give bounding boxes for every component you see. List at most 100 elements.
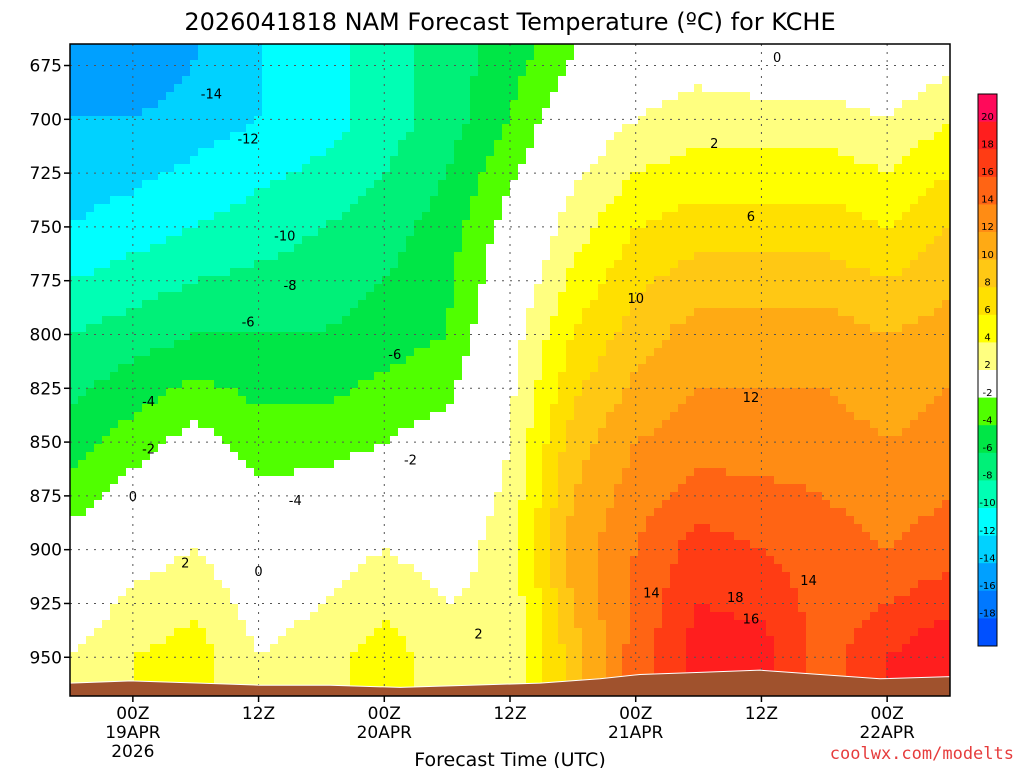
temperature-cell — [142, 196, 151, 205]
temperature-cell — [654, 164, 663, 173]
temperature-cell — [790, 148, 799, 157]
temperature-cell — [238, 188, 247, 197]
temperature-cell — [126, 356, 135, 365]
temperature-cell — [246, 84, 255, 93]
temperature-cell — [102, 132, 111, 141]
temperature-cell — [742, 124, 751, 133]
temperature-cell — [710, 180, 719, 189]
temperature-cell — [374, 140, 383, 149]
temperature-cell — [678, 100, 687, 109]
temperature-cell — [174, 196, 183, 205]
temperature-cell — [638, 316, 647, 325]
temperature-cell — [142, 252, 151, 261]
temperature-cell — [934, 60, 943, 69]
temperature-cell — [614, 260, 623, 269]
temperature-cell — [486, 100, 495, 109]
temperature-cell — [454, 196, 463, 205]
temperature-cell — [118, 316, 127, 325]
temperature-cell — [910, 308, 919, 317]
temperature-cell — [294, 60, 303, 69]
temperature-cell — [542, 284, 551, 293]
temperature-cell — [838, 372, 847, 381]
temperature-cell — [798, 316, 807, 325]
temperature-cell — [894, 172, 903, 181]
temperature-cell — [318, 228, 327, 237]
temperature-cell — [886, 284, 895, 293]
temperature-cell — [814, 244, 823, 253]
temperature-cell — [398, 52, 407, 61]
temperature-cell — [254, 156, 263, 165]
temperature-cell — [550, 228, 559, 237]
temperature-cell — [534, 212, 543, 221]
temperature-cell — [502, 364, 511, 373]
temperature-cell — [550, 292, 559, 301]
temperature-cell — [902, 180, 911, 189]
temperature-cell — [470, 388, 479, 397]
temperature-cell — [702, 372, 711, 381]
temperature-cell — [574, 380, 583, 389]
temperature-cell — [742, 364, 751, 373]
temperature-cell — [774, 172, 783, 181]
temperature-cell — [710, 324, 719, 333]
temperature-cell — [78, 92, 87, 101]
temperature-cell — [294, 308, 303, 317]
temperature-cell — [926, 188, 935, 197]
temperature-cell — [798, 60, 807, 69]
temperature-cell — [622, 108, 631, 117]
temperature-cell — [638, 252, 647, 261]
temperature-cell — [590, 388, 599, 397]
temperature-cell — [702, 268, 711, 277]
temperature-cell — [518, 68, 527, 77]
temperature-cell — [350, 100, 359, 109]
temperature-cell — [822, 324, 831, 333]
temperature-cell — [310, 124, 319, 133]
temperature-cell — [694, 196, 703, 205]
temperature-cell — [294, 172, 303, 181]
temperature-cell — [318, 300, 327, 309]
temperature-cell — [222, 260, 231, 269]
temperature-cell — [342, 260, 351, 269]
temperature-cell — [606, 372, 615, 381]
temperature-cell — [502, 348, 511, 357]
temperature-cell — [910, 268, 919, 277]
temperature-cell — [678, 380, 687, 389]
temperature-cell — [230, 324, 239, 333]
temperature-cell — [350, 228, 359, 237]
temperature-cell — [662, 348, 671, 357]
temperature-cell — [214, 204, 223, 213]
temperature-cell — [566, 124, 575, 133]
temperature-cell — [894, 348, 903, 357]
temperature-cell — [214, 220, 223, 229]
temperature-cell — [390, 172, 399, 181]
temperature-cell — [398, 332, 407, 341]
temperature-cell — [158, 148, 167, 157]
temperature-cell — [806, 116, 815, 125]
temperature-cell — [582, 300, 591, 309]
temperature-cell — [214, 164, 223, 173]
temperature-cell — [622, 44, 631, 53]
temperature-cell — [366, 212, 375, 221]
temperature-cell — [198, 212, 207, 221]
temperature-cell — [430, 84, 439, 93]
temperature-cell — [94, 372, 103, 381]
temperature-cell — [382, 348, 391, 357]
temperature-cell — [70, 68, 79, 77]
temperature-cell — [206, 236, 215, 245]
temperature-cell — [102, 228, 111, 237]
temperature-cell — [518, 372, 527, 381]
temperature-cell — [246, 284, 255, 293]
temperature-cell — [830, 156, 839, 165]
temperature-cell — [814, 236, 823, 245]
temperature-cell — [542, 332, 551, 341]
temperature-cell — [374, 92, 383, 101]
temperature-cell — [790, 388, 799, 397]
temperature-cell — [262, 204, 271, 213]
temperature-cell — [470, 52, 479, 61]
temperature-cell — [710, 364, 719, 373]
temperature-cell — [750, 356, 759, 365]
temperature-cell — [734, 180, 743, 189]
temperature-cell — [398, 364, 407, 373]
temperature-cell — [542, 148, 551, 157]
temperature-cell — [542, 156, 551, 165]
temperature-cell — [534, 364, 543, 373]
